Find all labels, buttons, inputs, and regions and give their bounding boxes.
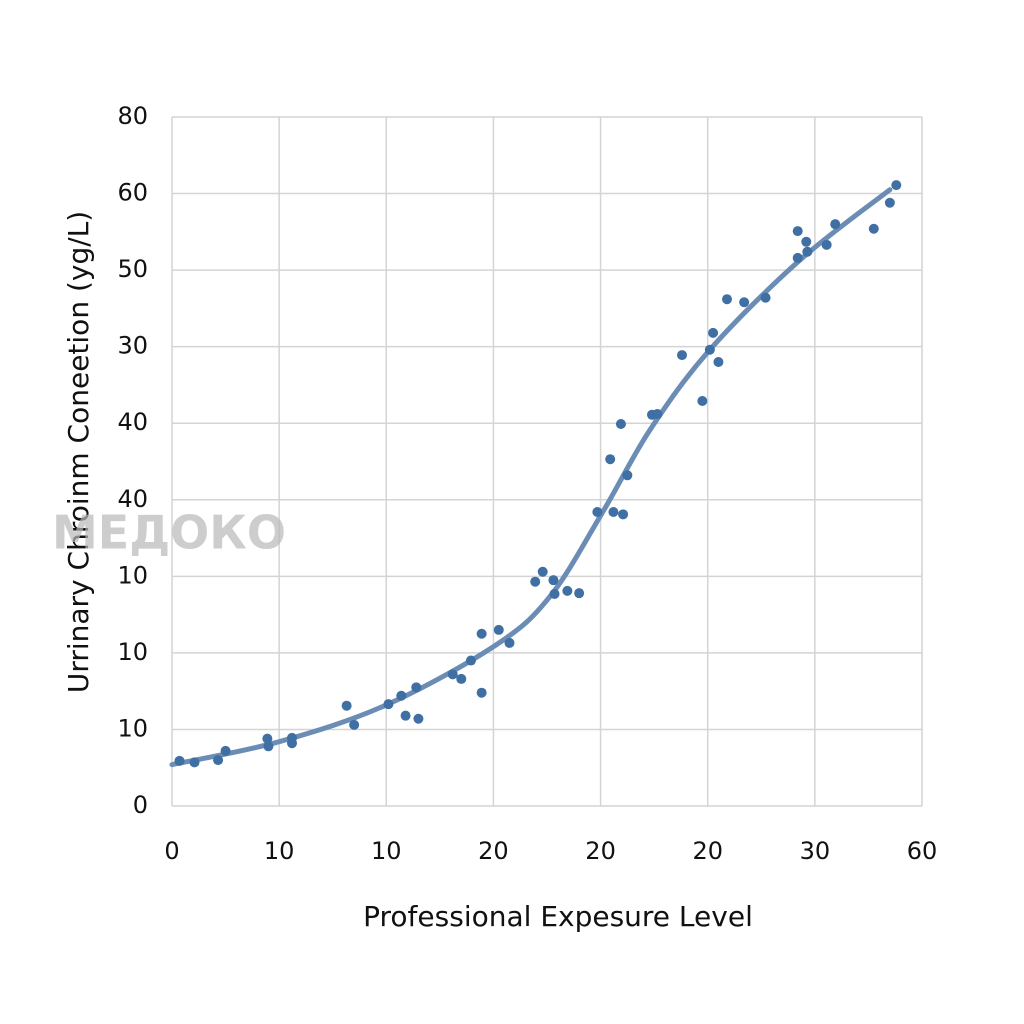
data-point bbox=[562, 585, 573, 596]
data-point bbox=[884, 197, 895, 208]
x-tick-label: 10 bbox=[371, 837, 402, 865]
data-point bbox=[868, 223, 879, 234]
data-point bbox=[262, 733, 273, 744]
data-point bbox=[213, 755, 224, 766]
y-tick-label: 40 bbox=[117, 485, 148, 513]
fit-curve bbox=[169, 187, 893, 768]
data-point bbox=[465, 655, 476, 666]
x-tick-label: 20 bbox=[478, 837, 509, 865]
data-point bbox=[548, 575, 559, 586]
data-point bbox=[708, 327, 719, 338]
data-point bbox=[504, 637, 515, 648]
data-point bbox=[697, 396, 708, 407]
data-point bbox=[189, 757, 200, 768]
data-point bbox=[615, 418, 626, 429]
y-axis-title: Urrinary Chroinm Coneetion (yg/L) bbox=[62, 211, 95, 693]
data-point bbox=[549, 588, 560, 599]
data-point bbox=[341, 700, 352, 711]
data-point bbox=[411, 682, 422, 693]
data-point bbox=[537, 566, 548, 577]
data-point bbox=[821, 239, 832, 250]
y-tick-label: 30 bbox=[117, 332, 148, 360]
data-point bbox=[618, 509, 629, 520]
data-point bbox=[792, 226, 803, 237]
data-point bbox=[677, 350, 687, 361]
data-point bbox=[456, 673, 467, 684]
data-point bbox=[383, 699, 394, 710]
y-tick-label: 10 bbox=[117, 714, 148, 742]
y-tick-label: 10 bbox=[117, 638, 148, 666]
x-tick-label: 10 bbox=[264, 837, 295, 865]
data-point bbox=[287, 738, 297, 749]
data-point bbox=[396, 690, 407, 701]
data-point bbox=[652, 409, 663, 420]
data-point bbox=[263, 741, 274, 752]
data-point bbox=[739, 297, 750, 308]
data-point bbox=[413, 713, 424, 724]
data-point bbox=[704, 344, 715, 355]
data-point bbox=[174, 755, 185, 766]
data-point bbox=[622, 470, 633, 481]
data-point bbox=[802, 246, 813, 257]
y-tick-label: 50 bbox=[117, 255, 148, 283]
watermark: МЕДОКО bbox=[52, 506, 286, 560]
data-point bbox=[801, 236, 812, 247]
data-point bbox=[530, 576, 541, 587]
x-tick-label: 20 bbox=[585, 837, 616, 865]
data-point bbox=[400, 710, 411, 721]
data-point bbox=[722, 294, 732, 305]
data-point bbox=[447, 669, 458, 680]
y-tick-label: 10 bbox=[117, 561, 148, 589]
y-tick-label: 80 bbox=[117, 102, 148, 130]
y-tick-label: 60 bbox=[117, 179, 148, 207]
data-point bbox=[574, 588, 585, 599]
data-point bbox=[493, 624, 504, 635]
data-point bbox=[220, 745, 231, 756]
data-point bbox=[592, 507, 603, 518]
data-point bbox=[349, 719, 360, 730]
x-tick-label: 60 bbox=[907, 837, 938, 865]
data-point bbox=[792, 252, 803, 263]
y-tick-label: 40 bbox=[117, 408, 148, 436]
data-point bbox=[476, 628, 487, 639]
data-point bbox=[891, 180, 902, 191]
data-point bbox=[476, 687, 487, 698]
data-point bbox=[608, 507, 619, 518]
x-tick-label: 30 bbox=[800, 837, 831, 865]
x-axis-title: Professional Expesure Level bbox=[363, 900, 753, 933]
data-point bbox=[760, 292, 771, 303]
data-point bbox=[713, 356, 724, 367]
x-tick-label: 0 bbox=[164, 837, 179, 865]
data-point bbox=[830, 219, 841, 230]
x-tick-label: 20 bbox=[692, 837, 723, 865]
data-point bbox=[605, 454, 616, 465]
y-tick-label: 0 bbox=[133, 791, 148, 819]
